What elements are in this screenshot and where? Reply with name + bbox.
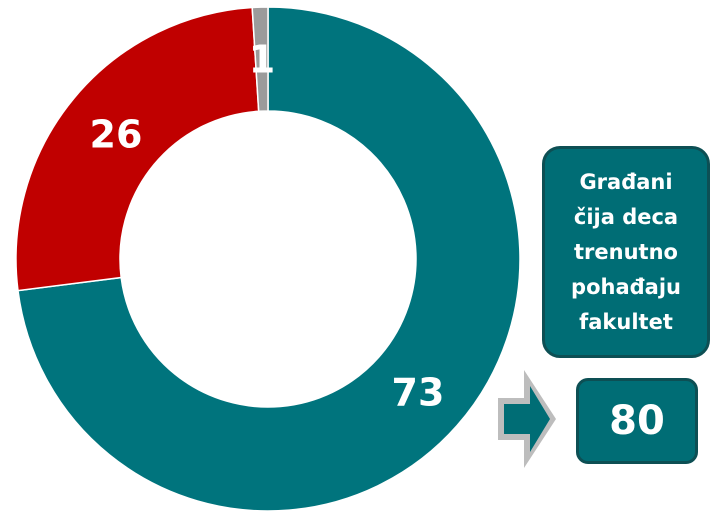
callout-value: 80	[609, 398, 665, 444]
data-label-1: 1	[249, 38, 275, 82]
donut-slice-1	[251, 6, 269, 113]
donut-slice-26	[15, 6, 260, 292]
callout-value-box: 80	[576, 378, 698, 464]
data-label-26: 26	[90, 113, 143, 157]
donut-slice-73	[17, 6, 521, 511]
callout-text: Građani čija deca trenutno pohađaju faku…	[571, 169, 681, 334]
callout-box: Građani čija deca trenutno pohađaju faku…	[542, 146, 710, 358]
right-arrow-icon	[498, 370, 556, 468]
data-label-73: 73	[392, 371, 445, 415]
